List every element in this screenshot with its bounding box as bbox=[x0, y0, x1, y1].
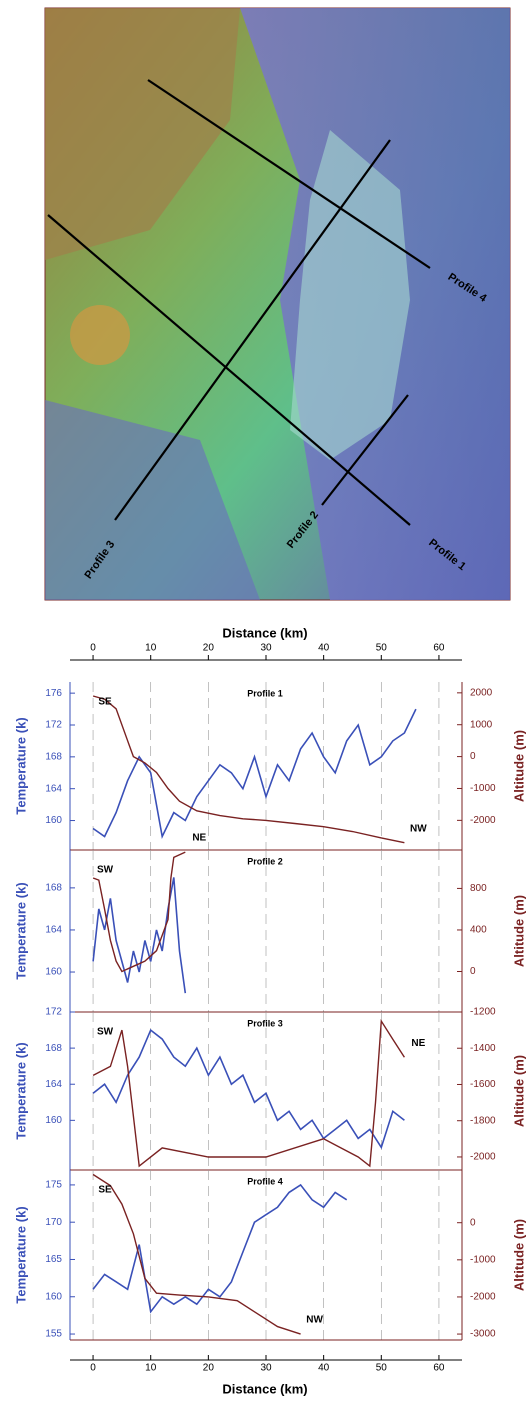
y2-tick-label: -1000 bbox=[470, 783, 496, 794]
crater bbox=[70, 305, 130, 365]
y2-axis-title: Altitude (m) bbox=[511, 1055, 526, 1127]
x-tick-label: 50 bbox=[376, 643, 388, 654]
figure: Profile 1 Profile 2 Profile 3 Profile 4 … bbox=[0, 0, 530, 1399]
y2-tick-label: -3000 bbox=[470, 1329, 496, 1340]
y-tick-label: 160 bbox=[45, 1291, 62, 1302]
annotation: SW bbox=[97, 865, 114, 876]
panel: 0 10 20 30 40 50 60 Distance (km) 160 164 168 172 17… bbox=[13, 625, 526, 850]
x-tick-label: 60 bbox=[433, 1363, 445, 1374]
x-tick-label: 40 bbox=[318, 1363, 330, 1374]
altitude-line bbox=[93, 696, 404, 843]
temperature-line bbox=[93, 1185, 347, 1312]
y2-tick-label: -1600 bbox=[470, 1079, 496, 1090]
x-tick-label: 30 bbox=[260, 643, 272, 654]
annotation: SE bbox=[98, 1185, 112, 1196]
y2-tick-label: 0 bbox=[470, 1217, 476, 1228]
y2-tick-label: -1000 bbox=[470, 1254, 496, 1265]
map: Profile 1 Profile 2 Profile 3 Profile 4 bbox=[45, 8, 510, 600]
y2-tick-label: 400 bbox=[470, 925, 487, 936]
y2-axis-title: Altitude (m) bbox=[511, 895, 526, 967]
panel: 0 10 20 30 40 50 60 Distance (km) 155 160 165 170 17… bbox=[13, 1170, 526, 1396]
x-tick-label: 50 bbox=[376, 1363, 388, 1374]
y-axis-title: Temperature (k) bbox=[13, 1206, 28, 1303]
annotation: NE bbox=[192, 833, 206, 844]
y2-axis-title: Altitude (m) bbox=[511, 730, 526, 802]
y-tick-label: 155 bbox=[45, 1329, 62, 1340]
y-tick-label: 164 bbox=[45, 925, 62, 936]
y-tick-label: 176 bbox=[45, 688, 62, 699]
panel-title: Profile 1 bbox=[247, 688, 283, 698]
x-tick-label: 40 bbox=[318, 643, 330, 654]
panel-title: Profile 2 bbox=[247, 856, 283, 866]
y-axis-title: Temperature (k) bbox=[13, 717, 28, 814]
y-tick-label: 168 bbox=[45, 883, 62, 894]
y-tick-label: 165 bbox=[45, 1254, 62, 1265]
y2-tick-label: -2000 bbox=[470, 815, 496, 826]
y-tick-label: 164 bbox=[45, 783, 62, 794]
temperature-line bbox=[93, 709, 416, 836]
panel: 160 164 168 172 -2000 -1800 -1600 -1400 -1200 Tem… bbox=[13, 1007, 526, 1170]
y-tick-label: 160 bbox=[45, 967, 62, 978]
y2-tick-label: 800 bbox=[470, 883, 487, 894]
altitude-line bbox=[93, 1021, 404, 1166]
x-tick-label: 10 bbox=[145, 643, 157, 654]
y-tick-label: 172 bbox=[45, 720, 62, 731]
x-tick-label: 20 bbox=[203, 643, 215, 654]
y2-tick-label: -2000 bbox=[470, 1152, 496, 1163]
y-axis-title: Temperature (k) bbox=[13, 1042, 28, 1139]
y2-axis-title: Altitude (m) bbox=[511, 1219, 526, 1291]
y-tick-label: 170 bbox=[45, 1217, 62, 1228]
x-tick-label: 10 bbox=[145, 1363, 157, 1374]
y2-tick-label: 0 bbox=[470, 751, 476, 762]
y2-tick-label: 0 bbox=[470, 966, 476, 977]
y-tick-label: 175 bbox=[45, 1180, 62, 1191]
annotation: SW bbox=[97, 1027, 114, 1038]
annotation: NW bbox=[306, 1315, 323, 1326]
panel-title: Profile 4 bbox=[247, 1176, 283, 1186]
y-tick-label: 168 bbox=[45, 751, 62, 762]
x-tick-label: 0 bbox=[90, 1363, 96, 1374]
y2-tick-label: -1200 bbox=[470, 1007, 496, 1018]
annotation: NW bbox=[410, 823, 427, 834]
x-axis-title: Distance (km) bbox=[222, 1381, 307, 1396]
x-tick-label: 20 bbox=[203, 1363, 215, 1374]
temperature-line bbox=[93, 1030, 404, 1147]
panel-title: Profile 3 bbox=[247, 1018, 283, 1028]
x-tick-label: 30 bbox=[260, 1363, 272, 1374]
annotation: NE bbox=[411, 1038, 425, 1049]
annotation: SE bbox=[98, 697, 112, 708]
y-tick-label: 168 bbox=[45, 1043, 62, 1054]
y-tick-label: 164 bbox=[45, 1079, 62, 1090]
altitude-line bbox=[93, 1175, 301, 1335]
y2-tick-label: -1400 bbox=[470, 1043, 496, 1054]
y-tick-label: 160 bbox=[45, 1115, 62, 1126]
x-tick-label: 0 bbox=[90, 643, 96, 654]
y2-tick-label: -2000 bbox=[470, 1292, 496, 1303]
x-tick-label: 60 bbox=[433, 643, 445, 654]
y-tick-label: 172 bbox=[45, 1007, 62, 1018]
y-axis-title: Temperature (k) bbox=[13, 882, 28, 979]
y2-tick-label: 2000 bbox=[470, 687, 493, 698]
y2-tick-label: -1800 bbox=[470, 1115, 496, 1126]
y-tick-label: 160 bbox=[45, 815, 62, 826]
y2-tick-label: 1000 bbox=[470, 719, 493, 730]
x-axis-title: Distance (km) bbox=[222, 625, 307, 640]
temperature-line bbox=[93, 877, 185, 993]
panel: 160 164 168 0 400 800 Temperature (k) Altitude … bbox=[13, 833, 526, 1012]
